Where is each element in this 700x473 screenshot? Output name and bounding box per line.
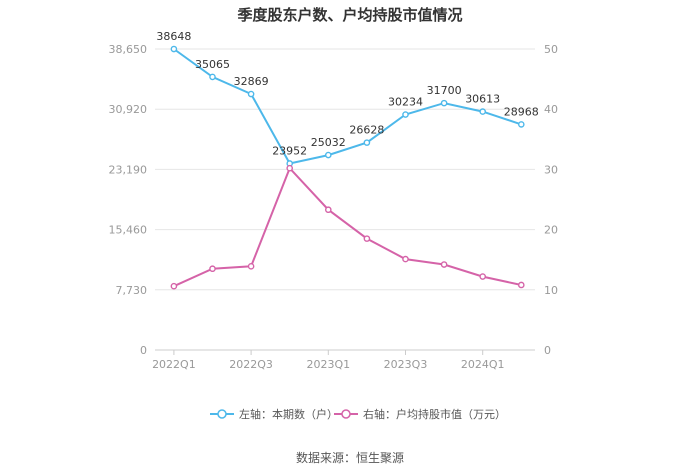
data-point[interactable] xyxy=(479,273,487,280)
x-tick-label: 2022Q1 xyxy=(152,358,196,371)
right-tick-label: 0 xyxy=(544,344,551,357)
data-point[interactable] xyxy=(518,281,525,289)
data-point[interactable] xyxy=(324,206,332,214)
data-point[interactable] xyxy=(247,263,255,270)
left-tick-label: 7,730 xyxy=(116,284,148,297)
left-tick-label: 30,920 xyxy=(109,103,148,116)
data-label: 28968 xyxy=(504,105,539,118)
data-point[interactable] xyxy=(402,111,409,118)
data-label: 35065 xyxy=(195,58,230,71)
series-line-1 xyxy=(173,48,522,165)
right-axis: 0 10 20 30 40 50 xyxy=(544,43,558,357)
data-label: 23952 xyxy=(272,144,307,157)
source-text: 数据来源：恒生聚源 xyxy=(296,450,404,465)
x-tick-label: 2024Q1 xyxy=(461,358,505,371)
left-tick-label: 15,460 xyxy=(109,224,148,237)
right-tick-label: 30 xyxy=(544,163,558,176)
data-point[interactable] xyxy=(286,164,294,172)
left-tick-label: 23,190 xyxy=(109,163,148,176)
right-tick-label: 10 xyxy=(544,284,558,297)
data-label: 30234 xyxy=(388,96,423,109)
data-point[interactable] xyxy=(479,108,487,115)
series-line-2 xyxy=(173,166,522,288)
x-tick-label: 2022Q3 xyxy=(229,358,273,371)
legend-item-1[interactable]: 左轴：本期数（户） xyxy=(210,407,338,421)
left-tick-label: 0 xyxy=(140,344,147,357)
data-point[interactable] xyxy=(170,45,178,53)
legend-label: 左轴：本期数（户） xyxy=(239,407,338,421)
data-point[interactable] xyxy=(247,90,255,98)
data-label: 32869 xyxy=(234,75,269,88)
legend-swatch-marker xyxy=(341,409,351,419)
data-point[interactable] xyxy=(363,139,371,146)
x-axis: 2022Q1 2022Q3 2023Q1 2023Q3 2024Q1 xyxy=(152,350,505,371)
x-tick-label: 2023Q1 xyxy=(306,358,350,371)
data-label: 38648 xyxy=(156,30,191,43)
data-point[interactable] xyxy=(440,99,448,107)
legend-item-2[interactable]: 右轴：户均持股市值（万元） xyxy=(334,407,506,421)
legend-label: 右轴：户均持股市值（万元） xyxy=(363,407,506,421)
right-tick-label: 50 xyxy=(544,43,558,56)
left-axis: 0 7,730 15,460 23,190 30,920 38,650 xyxy=(109,43,148,357)
data-point[interactable] xyxy=(518,121,525,128)
data-label: 30613 xyxy=(465,93,500,106)
data-point[interactable] xyxy=(402,255,409,263)
data-label: 26628 xyxy=(349,124,384,137)
grid xyxy=(155,48,535,351)
legend[interactable]: 左轴：本期数（户） 右轴：户均持股市值（万元） xyxy=(210,407,506,421)
right-tick-label: 20 xyxy=(544,224,558,237)
data-point[interactable] xyxy=(209,73,216,81)
left-tick-label: 38,650 xyxy=(109,43,148,56)
legend-swatch-marker xyxy=(217,409,227,419)
data-point[interactable] xyxy=(209,265,216,273)
right-tick-label: 40 xyxy=(544,103,558,116)
data-point[interactable] xyxy=(440,261,448,268)
data-point[interactable] xyxy=(324,151,332,159)
chart-title: 季度股东户数、户均持股市值情况 xyxy=(237,6,462,24)
data-point[interactable] xyxy=(170,282,178,290)
data-label: 31700 xyxy=(427,84,462,97)
x-tick-label: 2023Q3 xyxy=(384,358,428,371)
data-point[interactable] xyxy=(363,235,371,242)
data-label: 25032 xyxy=(311,136,346,149)
